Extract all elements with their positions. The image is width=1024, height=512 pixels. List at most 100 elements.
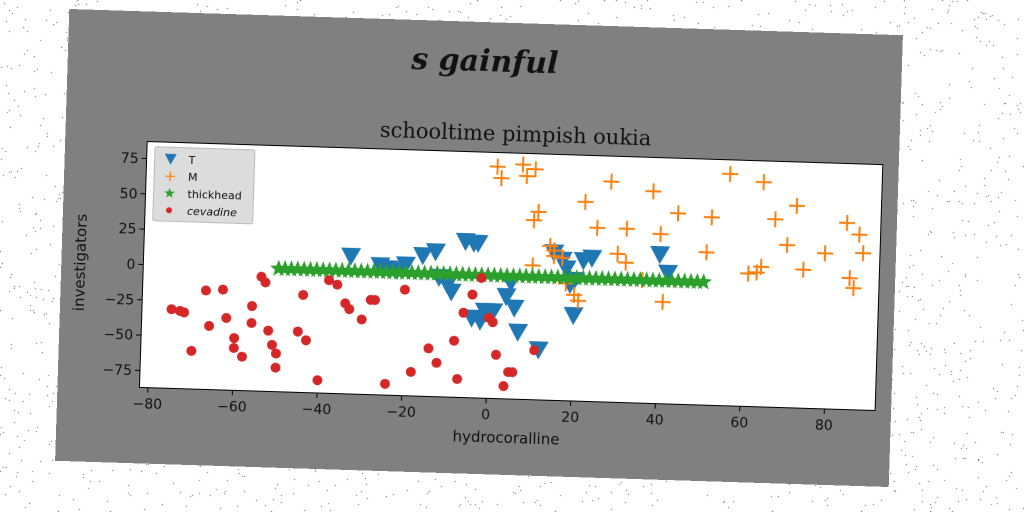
point-M <box>779 237 796 254</box>
point-cevadine <box>166 304 177 315</box>
point-thickhead <box>695 273 713 290</box>
point-T <box>658 264 679 283</box>
point-thickhead <box>447 265 465 282</box>
point-cevadine <box>263 325 274 336</box>
point-thickhead <box>314 261 332 278</box>
point-thickhead <box>656 271 675 289</box>
legend-marker <box>165 171 175 182</box>
legend-marker <box>164 153 177 165</box>
x-tick-label: −20 <box>386 404 416 421</box>
point-cevadine <box>298 289 309 300</box>
point-cevadine <box>449 335 460 346</box>
point-cevadine <box>431 357 442 368</box>
point-thickhead <box>593 269 611 287</box>
point-T <box>483 302 504 322</box>
data-points <box>166 156 872 392</box>
y-tick-label: 50 <box>119 186 137 203</box>
point-T <box>341 247 362 266</box>
point-thickhead <box>428 264 446 282</box>
point-thickhead <box>663 272 681 289</box>
legend-marker <box>164 187 175 198</box>
point-cevadine <box>487 317 498 328</box>
point-M <box>609 245 626 262</box>
point-thickhead <box>530 267 548 285</box>
x-tick-label: 80 <box>815 418 833 435</box>
point-M <box>841 270 858 287</box>
point-cevadine <box>186 345 197 356</box>
x-tick-label: 60 <box>730 415 748 432</box>
legend-label: T <box>187 154 195 167</box>
point-thickhead <box>568 269 586 286</box>
point-thickhead <box>637 271 656 288</box>
point-T <box>563 306 584 326</box>
point-thickhead <box>631 271 649 288</box>
point-M <box>515 156 532 173</box>
point-thickhead <box>555 268 573 286</box>
plot-title: schooltime pimpish oukia <box>379 118 651 151</box>
point-cevadine <box>266 339 277 350</box>
point-M <box>618 220 635 237</box>
point-cevadine <box>490 349 501 360</box>
point-M <box>753 258 770 275</box>
point-cevadine <box>507 367 518 378</box>
point-thickhead <box>365 262 383 280</box>
point-thickhead <box>669 272 687 289</box>
legend-box <box>152 146 256 225</box>
point-thickhead <box>644 271 662 288</box>
point-cevadine <box>399 284 410 295</box>
x-tick-label: 20 <box>561 410 579 427</box>
point-cevadine <box>292 326 303 337</box>
point-cevadine <box>204 320 215 331</box>
point-thickhead <box>441 265 459 282</box>
point-thickhead <box>580 269 598 286</box>
point-M <box>851 226 868 243</box>
point-cevadine <box>324 275 335 286</box>
point-cevadine <box>179 307 190 318</box>
point-thickhead <box>682 272 700 290</box>
point-T <box>413 246 434 266</box>
point-thickhead <box>276 259 294 277</box>
point-cevadine <box>247 301 258 312</box>
point-cevadine <box>423 343 434 354</box>
point-cevadine <box>332 279 343 290</box>
point-cevadine <box>221 312 232 323</box>
y-axis: −75 −50 −25 0 25 50 75 <box>102 151 147 379</box>
point-M <box>589 219 606 236</box>
point-thickhead <box>454 265 472 282</box>
point-thickhead <box>492 266 510 284</box>
point-thickhead <box>295 260 313 277</box>
point-M <box>489 158 506 175</box>
scatter-chart: schooltime pimpish oukia −80 −60 −40 −20 0 20… <box>70 118 884 449</box>
point-cevadine <box>270 348 281 359</box>
point-cevadine <box>356 314 367 325</box>
point-thickhead <box>618 270 637 288</box>
point-thickhead <box>688 272 706 290</box>
point-thickhead <box>549 268 567 285</box>
point-M <box>542 238 559 255</box>
point-M <box>816 245 834 262</box>
y-tick-label: 0 <box>126 257 135 273</box>
point-M <box>530 203 547 220</box>
point-thickhead <box>320 261 338 278</box>
point-M <box>755 174 772 191</box>
point-cevadine <box>300 335 311 346</box>
point-thickhead <box>333 261 351 279</box>
legend-label: cevadine <box>187 205 237 220</box>
point-thickhead <box>606 270 624 287</box>
point-M <box>493 170 510 187</box>
y-tick-label: −25 <box>104 292 134 309</box>
point-thickhead <box>403 263 421 281</box>
point-M <box>603 173 620 190</box>
point-M <box>526 212 543 229</box>
point-M <box>527 161 544 178</box>
y-axis-label: investigators <box>70 213 91 311</box>
point-thickhead <box>460 265 478 283</box>
point-cevadine <box>380 378 391 389</box>
x-axis: −80 −60 −40 −20 0 20 40 60 80 <box>132 387 833 434</box>
point-thickhead <box>346 262 364 279</box>
point-cevadine <box>312 375 323 386</box>
legend-label: thickhead <box>187 188 242 203</box>
point-thickhead <box>390 263 408 280</box>
point-M <box>577 193 594 211</box>
